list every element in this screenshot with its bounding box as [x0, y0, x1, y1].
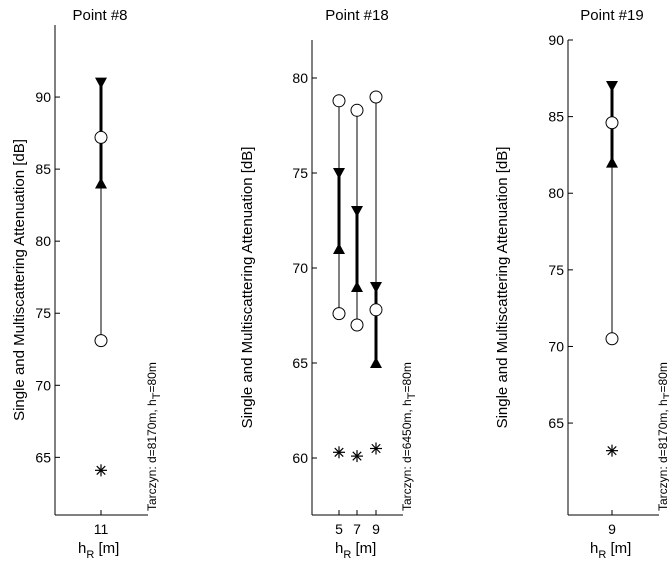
y-tick-label: 80 — [548, 185, 564, 201]
y-tick-label: 65 — [35, 449, 51, 465]
annotation: Tarczyn: d=8170m, hT=80m — [656, 362, 669, 511]
y-tick-label: 65 — [548, 415, 564, 431]
annotation-tail: =80m — [145, 362, 159, 392]
y-tick-label: 70 — [548, 338, 564, 354]
annotation-sub: T — [151, 392, 163, 399]
upper-triangle-marker — [370, 282, 382, 293]
y-tick-label: 75 — [292, 165, 308, 181]
circle-high-marker — [332, 94, 346, 108]
upper-triangle-marker — [606, 80, 618, 92]
y-axis-label: Single and Multiscattering Attenuation [… — [494, 147, 511, 429]
y-tick-label: 80 — [292, 70, 308, 86]
annotation: Tarczyn: d=8170m, hT=80m — [145, 362, 163, 511]
y-tick-label: 70 — [35, 377, 51, 393]
panel-3: 65 70 75 80 85 90 9 Point #19 hR [m] Single and M… — [494, 7, 669, 561]
y-tick-label: 90 — [35, 89, 51, 105]
circle-low-marker — [605, 332, 619, 346]
y-tick-label: 60 — [292, 450, 308, 466]
annotation: Tarczyn: d=6450m, hT=80m — [400, 362, 418, 511]
star-marker — [95, 464, 107, 477]
x-axis-label: hR [m] — [590, 540, 631, 561]
x-axis-label-main: h — [78, 540, 86, 557]
x-axis-label-sub: R — [598, 549, 606, 561]
circle-low-marker — [369, 303, 383, 317]
y-tick-label: 75 — [35, 305, 51, 321]
lower-triangle-marker — [95, 177, 107, 189]
lower-triangle-marker — [606, 156, 618, 168]
circle-high-marker — [605, 116, 619, 130]
circle-low-marker — [332, 307, 346, 321]
x-axis-label-sub: R — [343, 549, 351, 561]
circle-low-marker — [350, 318, 364, 332]
panel-title: Point #8 — [72, 7, 127, 24]
panel-2: 60 65 70 75 80 5 7 9 Point #18 hR [m] Single and M… — [239, 7, 418, 561]
x-axis-label: hR [m] — [335, 540, 376, 561]
upper-triangle-marker — [351, 206, 363, 217]
annotation-tail: =80m — [656, 362, 669, 392]
annotation-sub: T — [406, 392, 418, 399]
band-11 — [94, 77, 108, 477]
circle-high-marker — [369, 90, 383, 104]
x-axis-label-sub: R — [86, 549, 94, 561]
star-stroke — [334, 447, 344, 457]
star-marker — [606, 444, 618, 457]
star-stroke — [96, 465, 106, 475]
annotation-tail: =80m — [400, 362, 414, 392]
x-axis-label-main: h — [590, 540, 598, 557]
x-tick-label: 11 — [94, 521, 109, 537]
circle-high-marker — [350, 103, 364, 117]
annotation-main: Tarczyn: d=8170m, h — [145, 399, 159, 511]
star-stroke — [352, 451, 362, 461]
lower-triangle-marker — [370, 357, 382, 368]
x-tick-label: 5 — [335, 521, 343, 537]
y-tick-label: 90 — [548, 32, 564, 48]
band-7 — [350, 103, 364, 463]
lower-triangle-marker — [351, 281, 363, 292]
y-axis-label: Single and Multiscattering Attenuation [… — [11, 139, 28, 421]
star-marker — [370, 442, 382, 455]
annotation-sub: T — [662, 392, 669, 399]
x-axis-label: hR [m] — [78, 540, 119, 561]
upper-triangle-marker — [95, 77, 107, 89]
y-tick-label: 65 — [292, 355, 308, 371]
x-tick-label: 9 — [372, 521, 380, 537]
star-stroke — [371, 443, 381, 454]
star-marker — [333, 446, 345, 459]
x-tick-label: 7 — [353, 521, 361, 537]
x-axis-label-unit: [m] — [606, 540, 631, 557]
y-tick-label: 85 — [35, 161, 51, 177]
x-tick-label: 9 — [608, 521, 616, 537]
x-axis-label-unit: [m] — [94, 540, 119, 557]
circle-low-marker — [94, 334, 108, 348]
y-tick-label: 70 — [292, 260, 308, 276]
panel-1: 65 70 75 80 85 90 11 Point #8 hR [m] Single and M… — [11, 7, 163, 561]
upper-triangle-marker — [333, 168, 345, 179]
star-marker — [351, 450, 363, 463]
annotation-main: Tarczyn: d=6450m, h — [400, 399, 414, 511]
y-tick-label: 80 — [35, 233, 51, 249]
x-axis-label-unit: [m] — [351, 540, 376, 557]
band-9 — [369, 90, 383, 455]
x-axis-label-main: h — [335, 540, 343, 557]
y-axis-label: Single and Multiscattering Attenuation [… — [239, 147, 256, 429]
annotation-main: Tarczyn: d=8170m, h — [656, 399, 669, 511]
panel-title: Point #19 — [580, 7, 643, 24]
band-9 — [605, 80, 619, 457]
band-5 — [332, 94, 346, 459]
star-stroke — [607, 445, 617, 456]
y-tick-label: 85 — [548, 109, 564, 125]
panel-title: Point #18 — [325, 7, 388, 24]
circle-high-marker — [94, 130, 108, 144]
y-tick-label: 75 — [548, 262, 564, 278]
lower-triangle-marker — [333, 243, 345, 254]
